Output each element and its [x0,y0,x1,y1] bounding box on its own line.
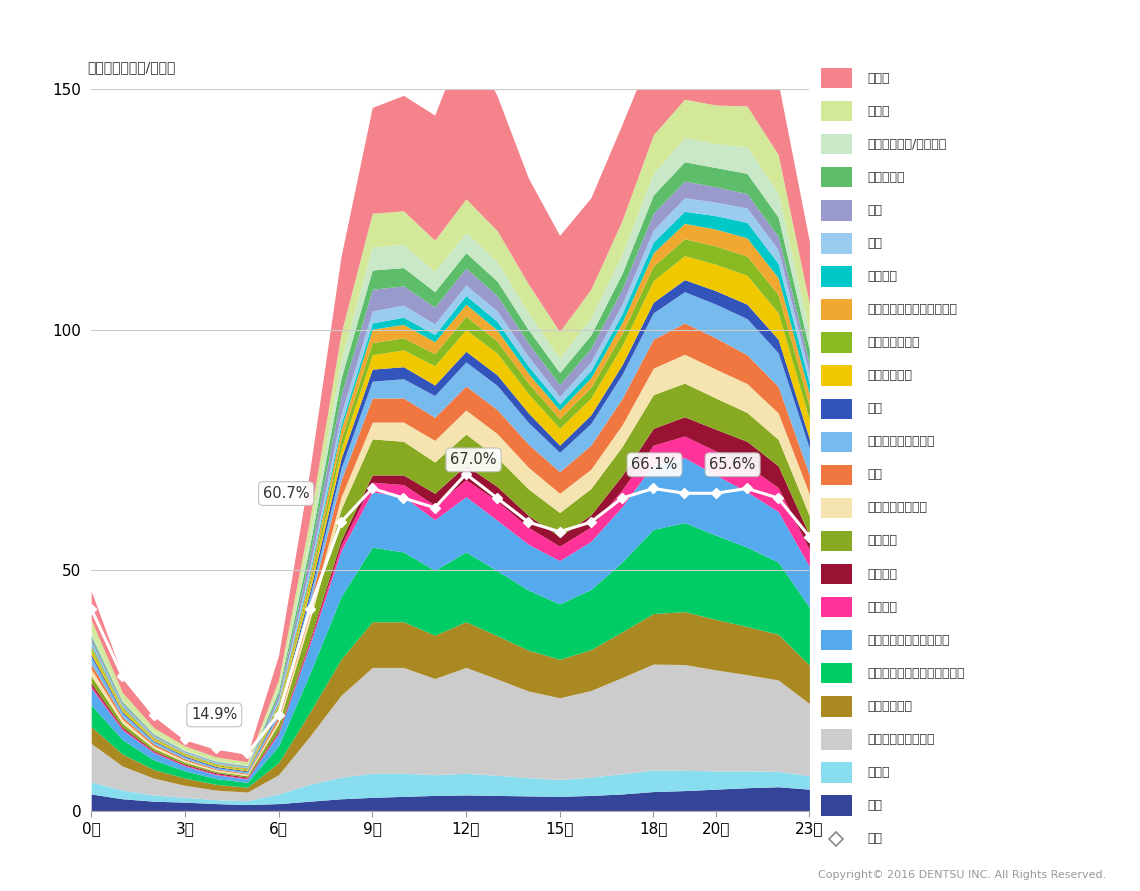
Text: 動画共有: 動画共有 [866,601,897,614]
FancyBboxPatch shape [821,332,852,353]
Text: ［起動率（％）/毎時］: ［起動率（％）/毎時］ [88,61,176,75]
FancyBboxPatch shape [821,597,852,617]
Text: 動画配信: 動画配信 [866,568,897,581]
FancyBboxPatch shape [821,68,852,88]
Text: アプリ分野別時間帯別起動率（個人全体・月間平均）: アプリ分野別時間帯別起動率（個人全体・月間平均） [420,35,720,54]
FancyBboxPatch shape [821,266,852,287]
Text: 66.1%: 66.1% [632,457,677,472]
FancyBboxPatch shape [821,729,852,749]
Text: ツール: ツール [866,104,889,118]
Text: スポーツ: スポーツ [866,270,897,283]
Text: 65.6%: 65.6% [709,457,756,472]
FancyBboxPatch shape [821,564,852,584]
Text: ブック／コミック: ブック／コミック [866,502,927,514]
Text: インスタントメッセンジャー: インスタントメッセンジャー [866,666,964,680]
Text: 全体: 全体 [866,832,882,845]
Text: 14.9%: 14.9% [192,707,237,723]
Text: ヘルスケア／フィットネス: ヘルスケア／フィットネス [866,303,956,316]
Text: ライフスタイル: ライフスタイル [866,336,920,349]
Text: メール: メール [866,766,889,779]
FancyBboxPatch shape [821,200,852,220]
FancyBboxPatch shape [821,763,852,782]
Text: Copyright© 2016 DENTSU INC. All Rights Reserved.: Copyright© 2016 DENTSU INC. All Rights R… [817,871,1106,880]
FancyBboxPatch shape [821,134,852,154]
FancyBboxPatch shape [821,365,852,386]
Text: 60.7%: 60.7% [263,486,309,501]
Text: ショッピング: ショッピング [866,369,912,382]
Text: 交通／ナビ: 交通／ナビ [866,171,904,184]
FancyBboxPatch shape [821,167,852,187]
Text: 旅行: 旅行 [866,237,882,249]
Text: 通話: 通話 [866,799,882,812]
FancyBboxPatch shape [821,796,852,816]
FancyBboxPatch shape [821,465,852,485]
FancyBboxPatch shape [821,630,852,650]
Text: ニュース: ニュース [866,535,897,547]
Text: 教育: 教育 [866,402,882,415]
FancyBboxPatch shape [821,431,852,452]
FancyBboxPatch shape [821,233,852,254]
FancyBboxPatch shape [821,299,852,320]
Text: ブラウザ／ポータル: ブラウザ／ポータル [866,733,935,746]
FancyBboxPatch shape [821,531,852,552]
Text: ファイナンス/ビジネス: ファイナンス/ビジネス [866,138,946,151]
Text: 天気: 天気 [866,204,882,217]
Text: 音楽: 音楽 [866,469,882,481]
Text: 写真／ビデオ: 写真／ビデオ [866,699,912,713]
FancyBboxPatch shape [821,696,852,716]
Text: ソーシャルネットワーク: ソーシャルネットワーク [866,634,950,647]
Text: ゲーム: ゲーム [866,71,889,85]
Text: エンタテインメント: エンタテインメント [866,436,935,448]
FancyBboxPatch shape [821,101,852,121]
FancyBboxPatch shape [821,663,852,683]
Text: 67.0%: 67.0% [450,453,497,468]
FancyBboxPatch shape [821,498,852,519]
FancyBboxPatch shape [821,398,852,419]
